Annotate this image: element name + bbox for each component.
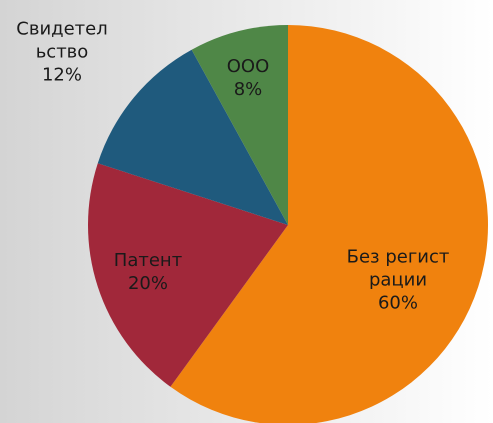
category-label: ООО [226, 56, 270, 77]
slice-label: Без регистрации 60% [346, 246, 450, 315]
pie-slice [97, 49, 288, 225]
category-label: Без регистрации [346, 246, 450, 291]
value-label: 12% [41, 64, 82, 86]
value-label: 60% [377, 292, 418, 314]
category-label: Патент [113, 250, 183, 271]
pie-slice [191, 25, 288, 225]
value-label: 8% [233, 79, 263, 100]
slice-label: Свидетельство 12% [13, 18, 111, 87]
pie-slice [170, 25, 488, 423]
slice-label: ООО 8% [218, 55, 278, 101]
slice-label: Патент 20% [98, 249, 198, 295]
category-label: Свидетельство [16, 18, 108, 63]
pie-slice [88, 163, 288, 387]
value-label: 20% [127, 273, 168, 294]
